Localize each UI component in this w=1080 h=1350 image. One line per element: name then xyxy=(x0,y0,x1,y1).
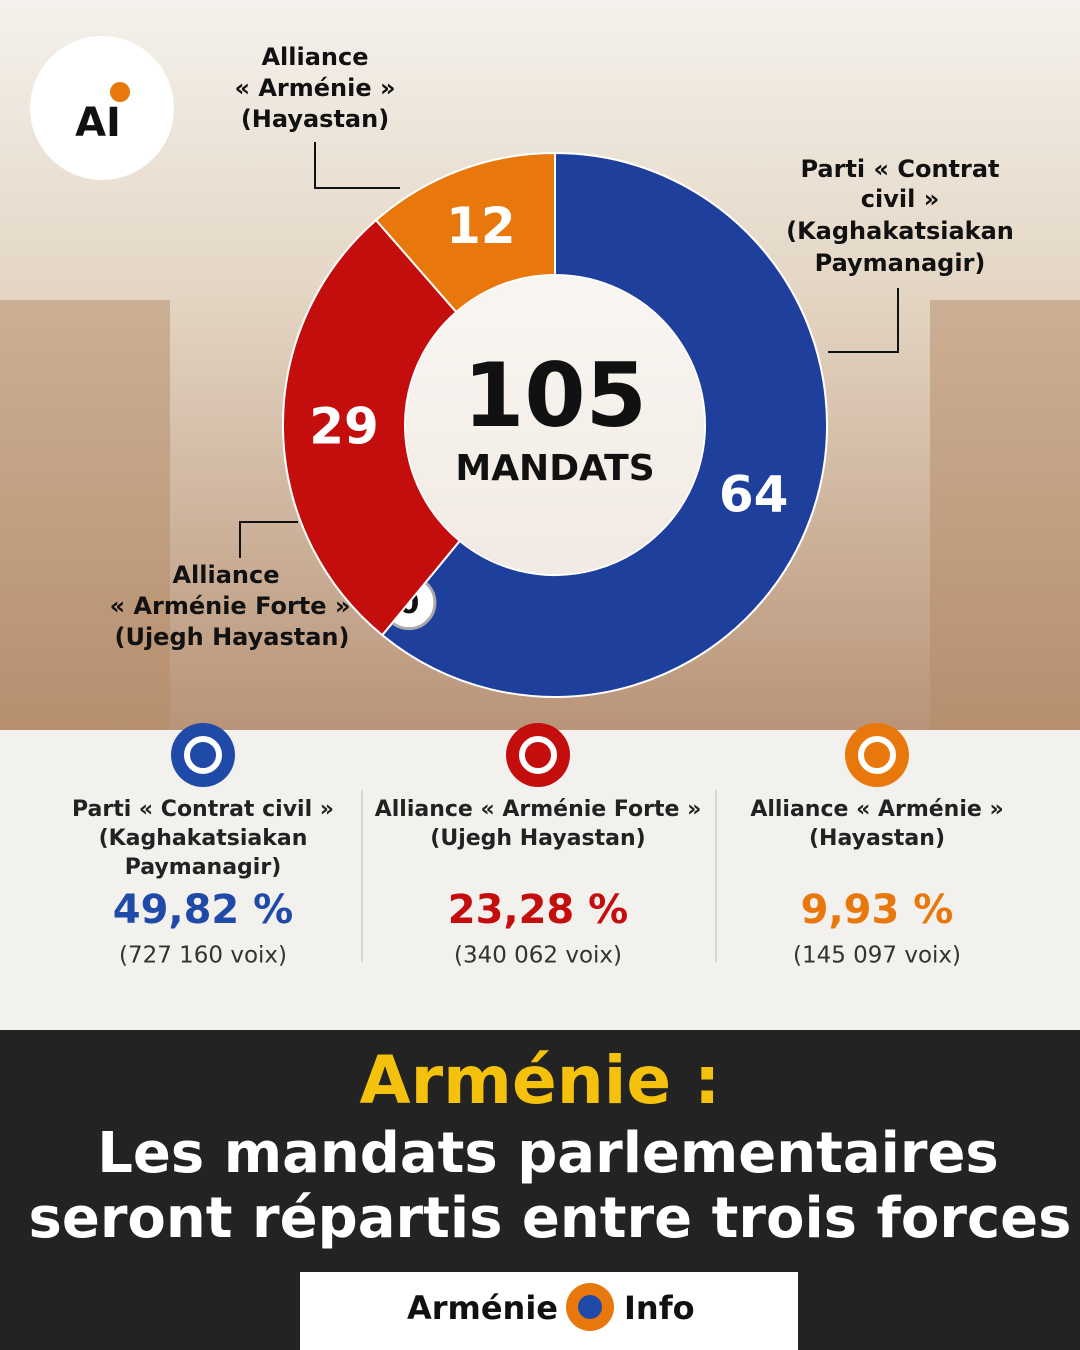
segment-label: Paymanagir) xyxy=(815,249,986,277)
headline-title: Arménie : xyxy=(360,1042,721,1119)
segment-label: « Arménie » xyxy=(234,74,395,102)
donut-segment xyxy=(282,218,462,637)
votes: (340 062 voix) xyxy=(454,943,622,969)
donut-segment xyxy=(374,151,556,314)
background-panel xyxy=(0,300,170,730)
percent: 49,82 % xyxy=(113,887,294,933)
callout-line xyxy=(828,288,899,353)
votes: (145 097 voix) xyxy=(793,943,961,969)
center-label: MANDATS xyxy=(455,448,654,489)
party-name: (Hayastan) xyxy=(809,826,945,851)
party-icon-inner xyxy=(519,736,557,774)
party-name: Paymanagir) xyxy=(125,855,282,880)
brand-right: Info xyxy=(624,1289,695,1327)
votes: (727 160 voix) xyxy=(119,943,287,969)
headline-subtitle: Les mandats parlementaires xyxy=(97,1121,999,1186)
logo-flower xyxy=(110,82,130,102)
center-value: 105 xyxy=(463,344,647,447)
segment-label: civil » xyxy=(861,185,939,213)
segment-label: (Hayastan) xyxy=(241,105,389,133)
callout-line xyxy=(314,142,400,189)
value-label: 64 xyxy=(719,466,789,524)
segment-label: (Ujegh Hayastan) xyxy=(115,623,350,651)
party-name: Alliance « Arménie Forte » xyxy=(375,797,702,822)
party-name: (Ujegh Hayastan) xyxy=(430,826,645,851)
segment-label: (Kaghakatsiakan xyxy=(786,217,1014,245)
percent: 23,28 % xyxy=(448,887,629,933)
party-icon xyxy=(506,723,570,787)
background-panel xyxy=(930,300,1080,730)
headline-subtitle: seront répartis entre trois forces xyxy=(29,1186,1072,1251)
value-label: 12 xyxy=(446,197,516,255)
segment-label: Alliance xyxy=(172,561,279,589)
party-icon-inner xyxy=(858,736,896,774)
brand-box xyxy=(300,1272,798,1350)
logo: AI xyxy=(75,100,121,146)
logo-badge xyxy=(30,36,174,180)
segment-label: Parti « Contrat xyxy=(800,155,999,183)
segment-label: Alliance xyxy=(261,43,368,71)
party-icon-inner xyxy=(184,736,222,774)
callout-line xyxy=(239,521,298,558)
value-label: 29 xyxy=(309,398,379,456)
donut-hole xyxy=(406,276,704,574)
party-name: Parti « Contrat civil » xyxy=(72,797,334,822)
segment-label: « Arménie Forte » xyxy=(110,592,351,620)
party-name: (Kaghakatsiakan xyxy=(99,826,308,851)
donut-segment xyxy=(380,151,828,698)
party-icon xyxy=(845,723,909,787)
brand-flower xyxy=(578,1295,602,1319)
party-name: Alliance « Arménie » xyxy=(750,797,1003,822)
percent: 9,93 % xyxy=(801,887,954,933)
brand-left: Arménie xyxy=(407,1289,558,1327)
party-icon xyxy=(171,723,235,787)
